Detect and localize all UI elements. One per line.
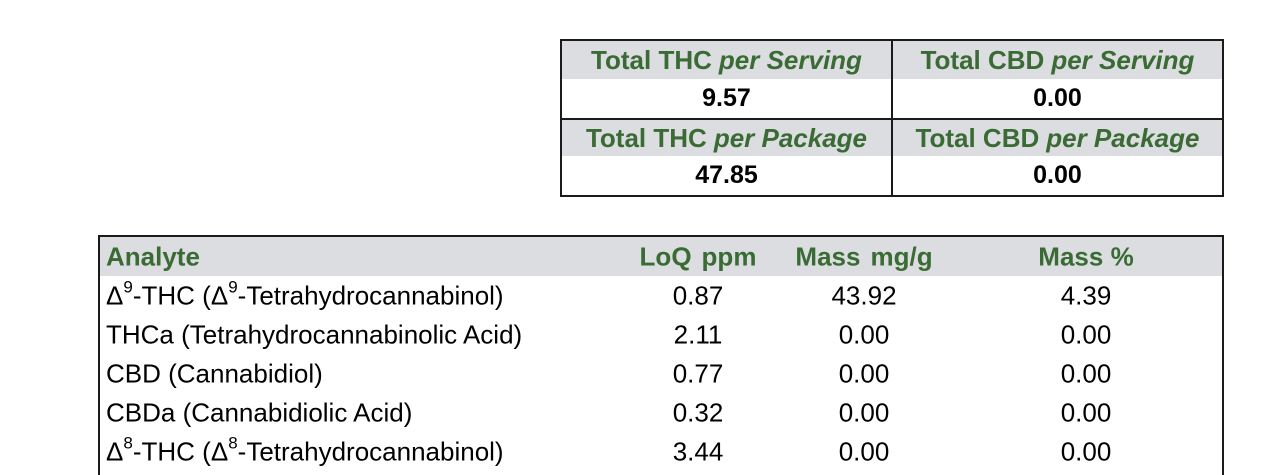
cannabinoid-summary-table: Total THC per Serving Total CBD per Servin…	[560, 39, 1224, 197]
name-part: -Tetrahydrocannabinol)	[237, 436, 504, 466]
table-row: CBD (Cannabidiol) 0.77 0.00 0.00	[100, 354, 1222, 393]
table-row: THCa (Tetrahydrocannabinolic Acid) 2.11 …	[100, 315, 1222, 354]
name-part: -THC (Δ	[132, 280, 229, 310]
mass-mgg-value: 0.00	[838, 436, 890, 466]
analyte-name: CBDa (Cannabidiolic Acid)	[106, 397, 413, 427]
mass-mgg-value: 0.00	[838, 397, 890, 427]
total-thc-per-package-value: 47.85	[562, 156, 893, 195]
loq-label: LoQ	[639, 241, 692, 271]
mass-mgg-column-header: Mass mg/g	[795, 241, 932, 272]
header-label: Total THC	[585, 122, 707, 153]
mass-percent-value: 0.00	[1060, 358, 1112, 388]
mass-percent-value: 4.39	[1060, 280, 1112, 310]
total-thc-per-package-header: Total THC per Package	[562, 118, 893, 156]
analyte-name: Δ8-THC (Δ8-Tetrahydrocannabinol)	[106, 433, 504, 467]
header-suffix: per Serving	[1051, 44, 1195, 75]
analyte-name: CBD (Cannabidiol)	[106, 358, 323, 388]
table-row: Δ9-THC (Δ9-Tetrahydrocannabinol) 0.87 43…	[100, 276, 1222, 315]
mass-mgg-value: 0.00	[838, 358, 890, 388]
delta-symbol: Δ	[106, 280, 124, 310]
mass-percent-value: 0.00	[1060, 436, 1112, 466]
header-suffix: per Package	[1046, 122, 1200, 153]
table-row: Δ8-THC (Δ8-Tetrahydrocannabinol) 3.44 0.…	[100, 432, 1222, 471]
superscript: 9	[228, 277, 238, 296]
header-label: Total CBD	[915, 122, 1040, 153]
total-thc-per-serving-value: 9.57	[562, 79, 893, 118]
mass-percent-value: 0.00	[1060, 319, 1112, 349]
total-cbd-per-serving-value: 0.00	[893, 79, 1222, 118]
header-label: Total THC	[591, 44, 712, 75]
table-row: CBDa (Cannabidiolic Acid) 0.32 0.00 0.00	[100, 393, 1222, 432]
mass-percent-value: 0.00	[1060, 397, 1112, 427]
loq-unit: ppm	[701, 241, 757, 271]
loq-value: 0.77	[672, 358, 724, 388]
total-cbd-per-package-header: Total CBD per Package	[893, 118, 1222, 156]
analyte-table: Analyte LoQ ppm Mass mg/g Mass % Δ9-THC (Δ…	[98, 235, 1224, 475]
total-thc-per-serving-header: Total THC per Serving	[562, 41, 893, 79]
total-cbd-per-serving-header: Total CBD per Serving	[893, 41, 1222, 79]
mass-percent-column-header: Mass %	[1038, 241, 1134, 271]
loq-value: 3.44	[672, 436, 724, 466]
delta-symbol: Δ	[106, 436, 124, 466]
superscript: 8	[228, 433, 238, 452]
superscript: 8	[123, 433, 133, 452]
analyte-name: THCa (Tetrahydrocannabinolic Acid)	[106, 319, 523, 349]
superscript: 9	[123, 277, 133, 296]
total-cbd-per-package-value: 0.00	[893, 156, 1222, 195]
loq-column-header: LoQ ppm	[640, 241, 757, 272]
loq-value: 0.32	[672, 397, 724, 427]
name-part: -THC (Δ	[132, 436, 229, 466]
header-suffix: per Serving	[718, 44, 862, 75]
loq-value: 0.87	[672, 280, 724, 310]
name-part: -Tetrahydrocannabinol)	[237, 280, 504, 310]
analyte-name: Δ9-THC (Δ9-Tetrahydrocannabinol)	[106, 277, 504, 311]
header-label: Total CBD	[920, 44, 1045, 75]
mass-label: Mass	[795, 241, 861, 271]
mass-unit: mg/g	[870, 241, 933, 271]
header-suffix: per Package	[713, 122, 868, 153]
mass-mgg-value: 0.00	[838, 319, 890, 349]
mass-mgg-value: 43.92	[831, 280, 897, 310]
analyte-column-header: Analyte	[106, 241, 200, 271]
analyte-table-header: Analyte LoQ ppm Mass mg/g Mass %	[100, 237, 1222, 276]
loq-value: 2.11	[673, 319, 723, 349]
